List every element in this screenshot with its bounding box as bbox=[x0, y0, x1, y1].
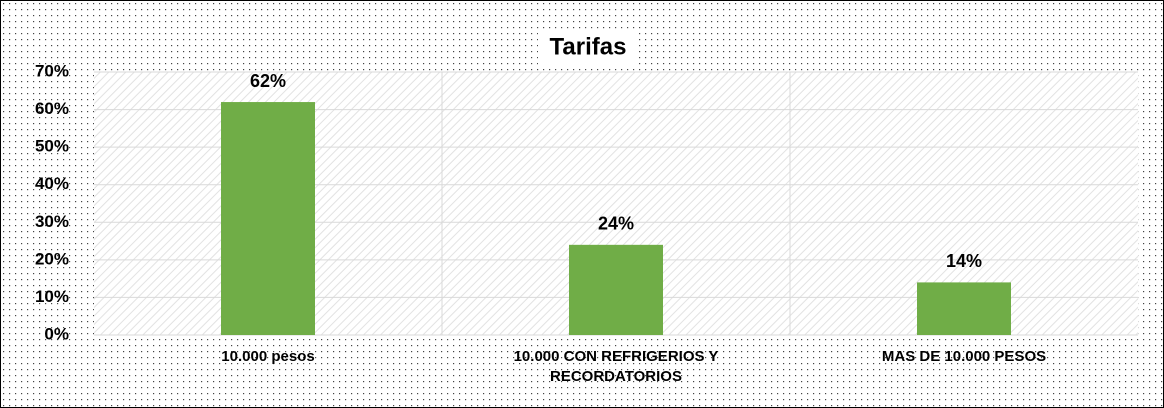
y-tick-label: 10% bbox=[35, 287, 69, 306]
title-background bbox=[538, 31, 638, 65]
y-tick-label: 50% bbox=[35, 137, 69, 156]
y-tick-label: 60% bbox=[35, 99, 69, 118]
y-tick-label: 20% bbox=[35, 249, 69, 268]
chart-title: Tarifas bbox=[550, 33, 627, 60]
bar bbox=[569, 244, 663, 335]
x-tick-label: 10.000 CON REFRIGERIOS Y RECORDATORIOS bbox=[513, 348, 719, 385]
y-tick-label: 40% bbox=[35, 174, 69, 193]
x-tick-label: 10.000 pesos bbox=[221, 348, 315, 365]
y-tick-label: 70% bbox=[35, 61, 69, 80]
value-label: 24% bbox=[598, 214, 634, 234]
bar bbox=[917, 282, 1011, 335]
value-label: 14% bbox=[946, 251, 982, 271]
y-tick-label: 0% bbox=[44, 324, 69, 343]
y-tick-label: 30% bbox=[35, 212, 69, 231]
value-label: 62% bbox=[250, 71, 286, 91]
x-tick-label: MAS DE 10.000 PESOS bbox=[881, 348, 1047, 365]
bar bbox=[221, 102, 315, 335]
